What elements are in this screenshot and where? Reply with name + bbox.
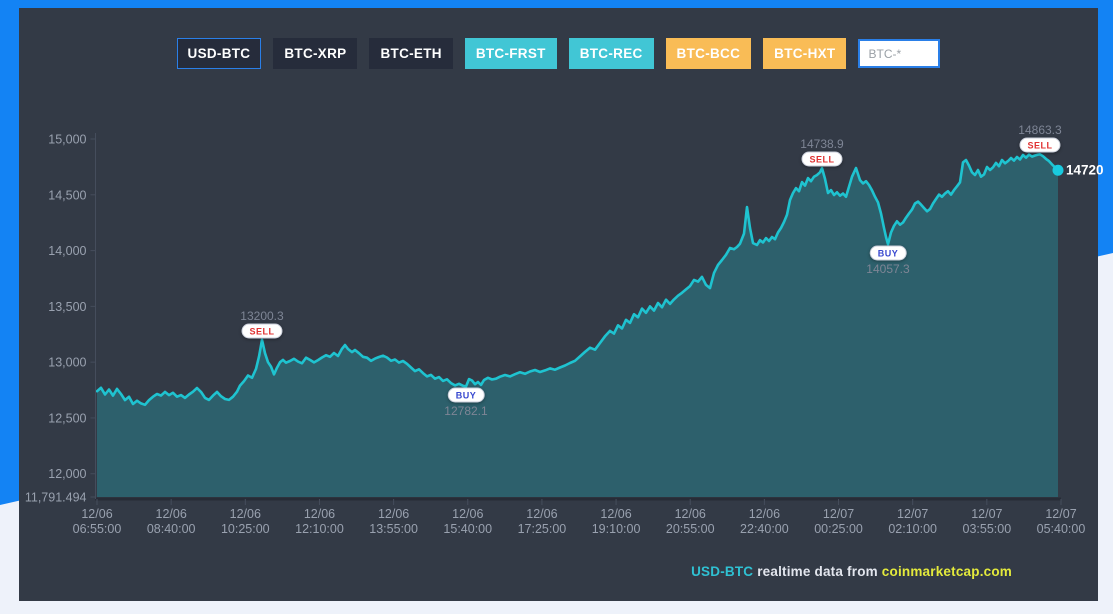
sell-marker: SELL <box>241 323 283 339</box>
x-tick-label: 12/06 12:10:00 <box>295 507 344 536</box>
pair-tab-btc-eth[interactable]: BTC-ETH <box>369 38 453 69</box>
x-tick-label: 12/06 22:40:00 <box>740 507 789 536</box>
x-tick-label: 12/06 15:40:00 <box>443 507 492 536</box>
coinmarketcap-link[interactable]: coinmarketcap.com <box>881 564 1012 579</box>
marker-value: 14057.3 <box>866 262 910 277</box>
caption-text: realtime data from <box>753 564 882 579</box>
x-tick-label: 12/07 05:40:00 <box>1037 507 1086 536</box>
pair-filter-input[interactable] <box>858 39 941 68</box>
y-tick-label: 13,000 <box>48 356 86 370</box>
last-price-dot <box>1052 164 1064 176</box>
buy-marker: BUY <box>869 245 907 261</box>
sell-marker: SELL <box>1019 137 1061 153</box>
y-tick-label: 11,791.494 <box>25 491 87 505</box>
y-tick-label: 13,500 <box>48 300 86 314</box>
pair-tab-btc-frst[interactable]: BTC-FRST <box>464 38 557 69</box>
x-tick-label: 12/06 19:10:00 <box>592 507 641 536</box>
price-area <box>97 154 1058 498</box>
chart-panel: USD-BTC BTC-XRP BTC-ETH BTC-FRST BTC-REC BTC-… <box>19 8 1104 601</box>
sell-marker: SELL <box>801 151 843 167</box>
pair-tabs: USD-BTC BTC-XRP BTC-ETH BTC-FRST BTC-REC BTC-… <box>19 38 1098 69</box>
marker-value: 13200.3 <box>240 308 284 323</box>
pair-tab-btc-rec[interactable]: BTC-REC <box>568 38 654 69</box>
marker-value: 14863.3 <box>1018 123 1062 138</box>
realtime-caption: USD-BTC realtime data from coinmarketcap… <box>691 564 1012 579</box>
x-tick-label: 12/06 08:40:00 <box>147 507 196 536</box>
x-tick-label: 12/06 13:55:00 <box>369 507 418 536</box>
pair-tab-btc-bcc[interactable]: BTC-BCC <box>665 38 752 69</box>
x-tick-label: 12/07 00:25:00 <box>814 507 863 536</box>
last-price-label: 14720 <box>1066 162 1104 178</box>
x-tick-label: 12/06 20:55:00 <box>666 507 715 536</box>
x-tick-label: 12/07 03:55:00 <box>963 507 1012 536</box>
x-tick-label: 12/07 02:10:00 <box>888 507 937 536</box>
y-tick-label: 14,000 <box>48 244 86 258</box>
x-tick-label: 12/06 06:55:00 <box>73 507 122 536</box>
y-tick-label: 14,500 <box>48 188 86 202</box>
pair-tab-btc-xrp[interactable]: BTC-XRP <box>273 38 358 69</box>
caption-pair: USD-BTC <box>691 564 754 579</box>
x-tick-label: 12/06 17:25:00 <box>518 507 567 536</box>
marker-value: 14738.9 <box>800 137 844 152</box>
x-tick-label: 12/06 10:25:00 <box>221 507 270 536</box>
pair-tab-btc-hxt[interactable]: BTC-HXT <box>763 38 847 69</box>
y-tick-label: 15,000 <box>48 133 86 147</box>
marker-value: 12782.1 <box>444 404 488 419</box>
price-chart: 15,000 14,500 14,000 13,500 13,000 12,500 12,0… <box>19 8 1104 601</box>
price-line <box>95 153 1060 407</box>
price-chart-svg: 15,000 14,500 14,000 13,500 13,000 12,500 12,0… <box>25 133 1086 537</box>
pair-tab-usd-btc[interactable]: USD-BTC <box>176 38 262 69</box>
y-tick-label: 12,500 <box>48 411 86 425</box>
buy-marker: BUY <box>447 387 485 403</box>
y-tick-label: 12,000 <box>48 467 86 481</box>
